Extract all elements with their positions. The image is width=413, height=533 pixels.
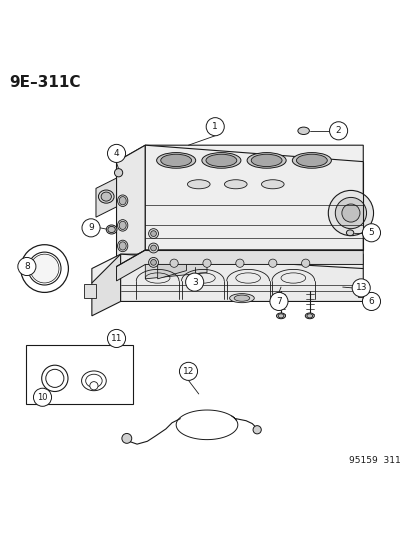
Circle shape xyxy=(28,252,61,285)
Circle shape xyxy=(21,245,68,293)
Ellipse shape xyxy=(119,221,126,230)
Circle shape xyxy=(148,243,158,253)
Circle shape xyxy=(114,168,122,177)
Ellipse shape xyxy=(101,192,111,201)
Ellipse shape xyxy=(251,154,281,167)
Ellipse shape xyxy=(106,225,116,234)
Polygon shape xyxy=(92,254,362,283)
Ellipse shape xyxy=(247,152,285,168)
Ellipse shape xyxy=(276,313,285,319)
Circle shape xyxy=(121,433,131,443)
Ellipse shape xyxy=(187,180,209,189)
Ellipse shape xyxy=(224,180,247,189)
Circle shape xyxy=(179,362,197,381)
Text: 12: 12 xyxy=(183,367,194,376)
Ellipse shape xyxy=(278,314,283,318)
Ellipse shape xyxy=(234,295,249,301)
Ellipse shape xyxy=(297,127,309,134)
Polygon shape xyxy=(145,264,206,279)
Ellipse shape xyxy=(292,152,330,168)
Ellipse shape xyxy=(108,227,115,232)
FancyBboxPatch shape xyxy=(357,285,368,297)
Ellipse shape xyxy=(296,154,327,167)
Ellipse shape xyxy=(119,197,126,205)
Polygon shape xyxy=(120,254,362,302)
Text: 8: 8 xyxy=(24,262,30,271)
Polygon shape xyxy=(157,264,186,279)
Text: 1: 1 xyxy=(212,122,218,131)
Circle shape xyxy=(148,257,158,268)
Ellipse shape xyxy=(306,314,312,318)
Ellipse shape xyxy=(202,152,240,168)
Circle shape xyxy=(170,259,178,268)
Circle shape xyxy=(235,259,243,268)
Polygon shape xyxy=(116,145,362,178)
Text: 10: 10 xyxy=(37,393,47,402)
Ellipse shape xyxy=(98,190,114,203)
Bar xyxy=(26,345,133,404)
Circle shape xyxy=(252,426,261,434)
Circle shape xyxy=(329,122,347,140)
Polygon shape xyxy=(96,178,116,217)
Ellipse shape xyxy=(160,154,191,167)
Ellipse shape xyxy=(117,220,128,231)
Circle shape xyxy=(90,382,98,390)
Circle shape xyxy=(107,144,125,163)
Polygon shape xyxy=(92,254,120,316)
Ellipse shape xyxy=(206,154,236,167)
Circle shape xyxy=(82,219,100,237)
Ellipse shape xyxy=(156,152,195,168)
Ellipse shape xyxy=(117,195,128,206)
Text: 3: 3 xyxy=(191,278,197,287)
Circle shape xyxy=(150,231,156,237)
Text: 6: 6 xyxy=(368,297,373,306)
Circle shape xyxy=(148,229,158,239)
Circle shape xyxy=(268,259,276,268)
Text: 9: 9 xyxy=(88,223,94,232)
Circle shape xyxy=(46,369,64,387)
Text: 95159  311: 95159 311 xyxy=(348,456,399,465)
Circle shape xyxy=(301,259,309,268)
Circle shape xyxy=(107,329,125,348)
Circle shape xyxy=(42,365,68,392)
Ellipse shape xyxy=(117,240,128,252)
Polygon shape xyxy=(116,145,145,266)
Text: 7: 7 xyxy=(275,297,281,306)
Circle shape xyxy=(328,190,373,236)
Circle shape xyxy=(361,224,380,242)
Circle shape xyxy=(269,293,287,311)
Polygon shape xyxy=(145,145,362,250)
Ellipse shape xyxy=(85,374,102,387)
Ellipse shape xyxy=(81,371,106,391)
Ellipse shape xyxy=(304,313,313,319)
Circle shape xyxy=(335,197,366,229)
Text: 5: 5 xyxy=(368,228,373,237)
Text: 9E–311C: 9E–311C xyxy=(9,75,81,90)
Circle shape xyxy=(150,245,156,251)
Circle shape xyxy=(18,257,36,276)
Circle shape xyxy=(30,254,59,283)
Circle shape xyxy=(341,204,359,222)
Text: 2: 2 xyxy=(335,126,341,135)
Circle shape xyxy=(361,293,380,311)
Circle shape xyxy=(202,259,211,268)
Circle shape xyxy=(206,118,224,136)
Text: 13: 13 xyxy=(355,284,366,293)
Ellipse shape xyxy=(261,180,283,189)
Circle shape xyxy=(33,388,52,406)
Circle shape xyxy=(150,260,156,265)
Polygon shape xyxy=(116,250,362,281)
Ellipse shape xyxy=(229,294,254,303)
Circle shape xyxy=(185,273,203,291)
Text: 11: 11 xyxy=(111,334,122,343)
Text: 4: 4 xyxy=(114,149,119,158)
Circle shape xyxy=(351,279,369,297)
FancyBboxPatch shape xyxy=(83,284,96,298)
Ellipse shape xyxy=(346,230,353,236)
Ellipse shape xyxy=(119,242,126,250)
